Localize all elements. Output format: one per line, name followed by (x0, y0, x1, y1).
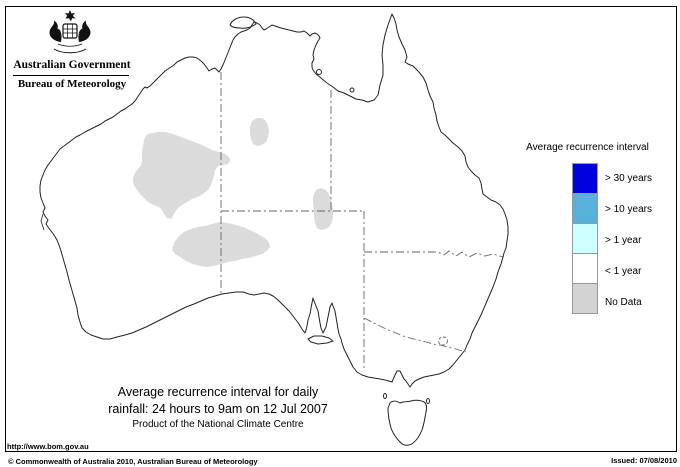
map-caption: Average recurrence interval for daily ra… (48, 384, 388, 431)
shield-pattern (63, 24, 77, 38)
tasmania-coastline (387, 399, 428, 446)
kangaroo-island (307, 335, 334, 345)
legend-label-gt1: > 1 year (605, 235, 642, 246)
legend-swatch-gt10 (572, 194, 598, 224)
legend-label-nodata: No Data (605, 297, 642, 308)
no-data-patch-corner (313, 188, 333, 230)
groote-eylandt (316, 69, 322, 75)
emu-silhouette (78, 20, 91, 42)
legend-swatch-lt1 (572, 254, 598, 284)
legend-title: Average recurrence interval (526, 142, 649, 153)
legend-label-gt30: > 30 years (605, 173, 652, 184)
legend-swatch-nodata (572, 284, 598, 314)
legend-swatch-gt30 (572, 163, 598, 194)
scroll (53, 48, 87, 54)
state-borders (220, 72, 504, 368)
shark-bay-island (40, 213, 45, 231)
bom-url: http://www.bom.gov.au (7, 442, 89, 451)
flinders-island (426, 398, 430, 404)
melville-island (229, 16, 257, 29)
king-island (383, 393, 387, 399)
border-act (438, 336, 448, 346)
caption-line3: Product of the National Climate Centre (132, 419, 304, 430)
bureau-title: Bureau of Meteorology (17, 78, 127, 90)
ground (57, 43, 83, 47)
border-qld-nsw (364, 250, 504, 258)
no-data-patches (133, 118, 333, 267)
legend-swatches (572, 163, 598, 314)
copyright-text: © Commonwealth of Australia 2010, Austra… (8, 457, 258, 466)
header-divider (13, 75, 129, 76)
no-data-patch-nt-small (250, 118, 269, 146)
issued-date: Issued: 07/08/2010 (611, 456, 677, 465)
map-frame (5, 6, 677, 452)
legend-label-lt1: < 1 year (605, 266, 642, 277)
coat-of-arms (49, 10, 91, 54)
star-icon (65, 10, 76, 22)
shield (62, 23, 78, 39)
government-title: Australian Government (13, 59, 131, 71)
legend-label-gt10: > 10 years (605, 204, 652, 215)
no-data-patch-wa-north (133, 132, 230, 219)
mainland-coastline (39, 13, 509, 388)
caption-line2: rainfall: 24 hours to 9am on 12 Jul 2007 (108, 402, 328, 416)
mornington-island (349, 87, 355, 93)
coastline (39, 13, 509, 446)
border-nsw-vic (363, 317, 467, 353)
kangaroo-silhouette (49, 20, 62, 42)
caption-line1: Average recurrence interval for daily (117, 385, 319, 399)
legend-swatch-gt1 (572, 224, 598, 254)
